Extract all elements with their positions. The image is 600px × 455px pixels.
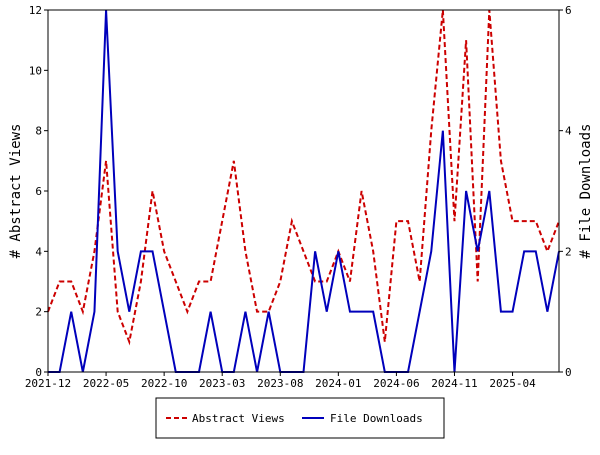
y2-tick-label: 4 xyxy=(565,125,572,138)
y-tick-label: 0 xyxy=(35,366,42,379)
x-tick-label: 2024-01 xyxy=(315,377,361,390)
y-tick-label: 8 xyxy=(35,125,42,138)
legend: Abstract Views File Downloads xyxy=(155,397,445,439)
legend-box xyxy=(155,397,445,439)
y-tick-label: 2 xyxy=(35,306,42,319)
x-tick-label: 2023-08 xyxy=(257,377,303,390)
y2-axis-title: # File Downloads xyxy=(578,124,594,259)
x-tick-label: 2024-06 xyxy=(373,377,419,390)
y-tick-label: 4 xyxy=(35,245,42,258)
x-tick-label: 2021-12 xyxy=(25,377,71,390)
y-tick-label: 12 xyxy=(29,4,42,17)
x-tick-label: 2023-03 xyxy=(199,377,245,390)
legend-label-file-downloads: File Downloads xyxy=(330,412,423,425)
y-tick-label: 10 xyxy=(29,64,42,77)
x-tick-label: 2022-05 xyxy=(83,377,129,390)
y2-tick-label: 6 xyxy=(565,4,572,17)
x-tick-label: 2025-04 xyxy=(489,377,536,390)
y2-tick-label: 2 xyxy=(565,245,572,258)
series-line-abstract-views xyxy=(47,9,560,346)
x-tick-label: 2024-11 xyxy=(431,377,477,390)
y-tick-label: 6 xyxy=(35,185,42,198)
y-axis-title: # Abstract Views xyxy=(8,124,24,259)
x-tick-label: 2022-10 xyxy=(141,377,187,390)
y2-tick-label: 0 xyxy=(565,366,572,379)
legend-label-abstract-views: Abstract Views xyxy=(192,412,285,425)
